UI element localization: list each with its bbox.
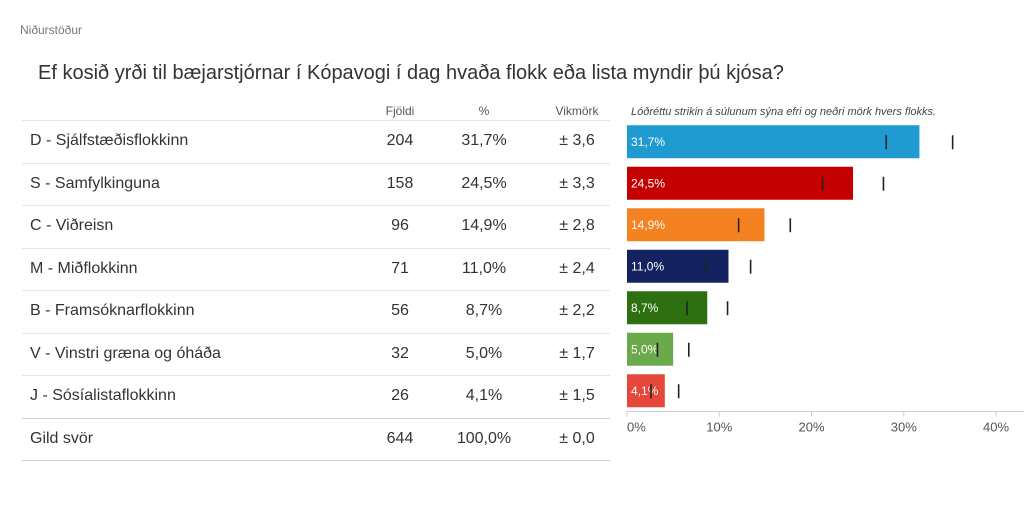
party-percent: 24,5%	[461, 174, 507, 192]
party-count: 204	[386, 132, 414, 149]
x-tick-label: 20%	[798, 420, 824, 435]
total-percent: 100,0%	[456, 429, 512, 447]
party-count: 26	[391, 387, 409, 404]
table-row: J - Sósíalistaflokkinn 26 4,1% ± 1,5	[22, 375, 610, 418]
party-margin: ± 2,8	[559, 217, 595, 234]
bar-value-label: 31,7%	[631, 135, 665, 149]
party-name: V - Vinstri græna og óháða	[30, 344, 221, 362]
header-margin: Vikmörk	[555, 104, 599, 118]
results-table: Fjöldi % Vikmörk D - Sjálfstæðisflokkinn…	[22, 100, 610, 461]
table-row: D - Sjálfstæðisflokkinn 204 31,7% ± 3,6	[22, 120, 610, 163]
total-name: Gild svör	[30, 429, 94, 447]
header-count: Fjöldi	[385, 104, 415, 118]
party-percent: 31,7%	[461, 132, 507, 149]
party-margin: ± 3,6	[559, 132, 595, 149]
bar	[627, 332, 674, 366]
party-count: 56	[391, 302, 409, 319]
table-row: C - Viðreisn 96 14,9% ± 2,8	[22, 205, 610, 248]
party-percent: 11,0%	[461, 259, 507, 277]
party-count: 71	[391, 259, 409, 277]
party-count: 32	[391, 344, 409, 362]
bar-value-label: 11,0%	[631, 259, 664, 273]
party-percent: 5,0%	[465, 344, 503, 362]
party-count: 96	[391, 217, 409, 234]
party-name: B - Framsóknarflokkinn	[30, 302, 195, 319]
table-row: M - Miðflokkinn 71 11,0% ± 2,4	[22, 247, 610, 291]
x-tick-label: 40%	[983, 420, 1009, 435]
party-percent: 4,1%	[465, 387, 503, 404]
bar-value-label: 4,1%	[631, 384, 659, 398]
table-header: Fjöldi % Vikmörk	[22, 100, 610, 120]
table-total-row: Gild svör 644 100,0% ± 0,0	[22, 417, 610, 461]
bar	[627, 249, 729, 283]
bar-value-label: 5,0%	[631, 342, 659, 356]
table-row: V - Vinstri græna og óháða 32 5,0% ± 1,7	[22, 332, 610, 376]
bar	[627, 208, 765, 242]
party-margin: ± 3,3	[559, 174, 595, 192]
table-row: S - Samfylkinguna 158 24,5% ± 3,3	[22, 162, 610, 206]
total-margin: ± 0,0	[559, 429, 595, 447]
bar-value-label: 14,9%	[631, 218, 665, 232]
bar	[627, 291, 708, 325]
bar-value-label: 8,7%	[631, 301, 659, 315]
party-name: M - Miðflokkinn	[30, 259, 138, 277]
bar	[627, 374, 665, 408]
chart-note: Lóðréttu strikin á súlunum sýna efri og …	[631, 106, 937, 118]
x-tick-label: 30%	[891, 420, 917, 435]
bar	[627, 166, 854, 200]
x-tick-label: 0%	[627, 420, 646, 435]
party-margin: ± 1,7	[559, 344, 595, 362]
table-row: B - Framsóknarflokkinn 56 8,7% ± 2,2	[22, 290, 610, 333]
bar-value-label: 24,5%	[631, 176, 665, 190]
party-count: 158	[386, 174, 414, 192]
party-percent: 8,7%	[465, 302, 503, 319]
party-margin: ± 2,2	[559, 302, 595, 319]
x-tick-label: 10%	[706, 420, 732, 435]
bar	[627, 125, 920, 159]
question-title: Ef kosið yrði til bæjarstjórnar í Kópavo…	[38, 62, 784, 84]
party-margin: ± 2,4	[559, 259, 595, 277]
party-name: C - Viðreisn	[30, 217, 114, 234]
section-label: Niðurstöður	[20, 23, 83, 37]
party-name: D - Sjálfstæðisflokkinn	[30, 132, 189, 149]
party-percent: 14,9%	[461, 217, 507, 234]
party-name: J - Sósíalistaflokkinn	[30, 387, 176, 404]
total-count: 644	[386, 429, 414, 447]
party-name: S - Samfylkinguna	[30, 174, 160, 192]
header-percent: %	[478, 104, 490, 118]
party-margin: ± 1,5	[559, 387, 595, 404]
